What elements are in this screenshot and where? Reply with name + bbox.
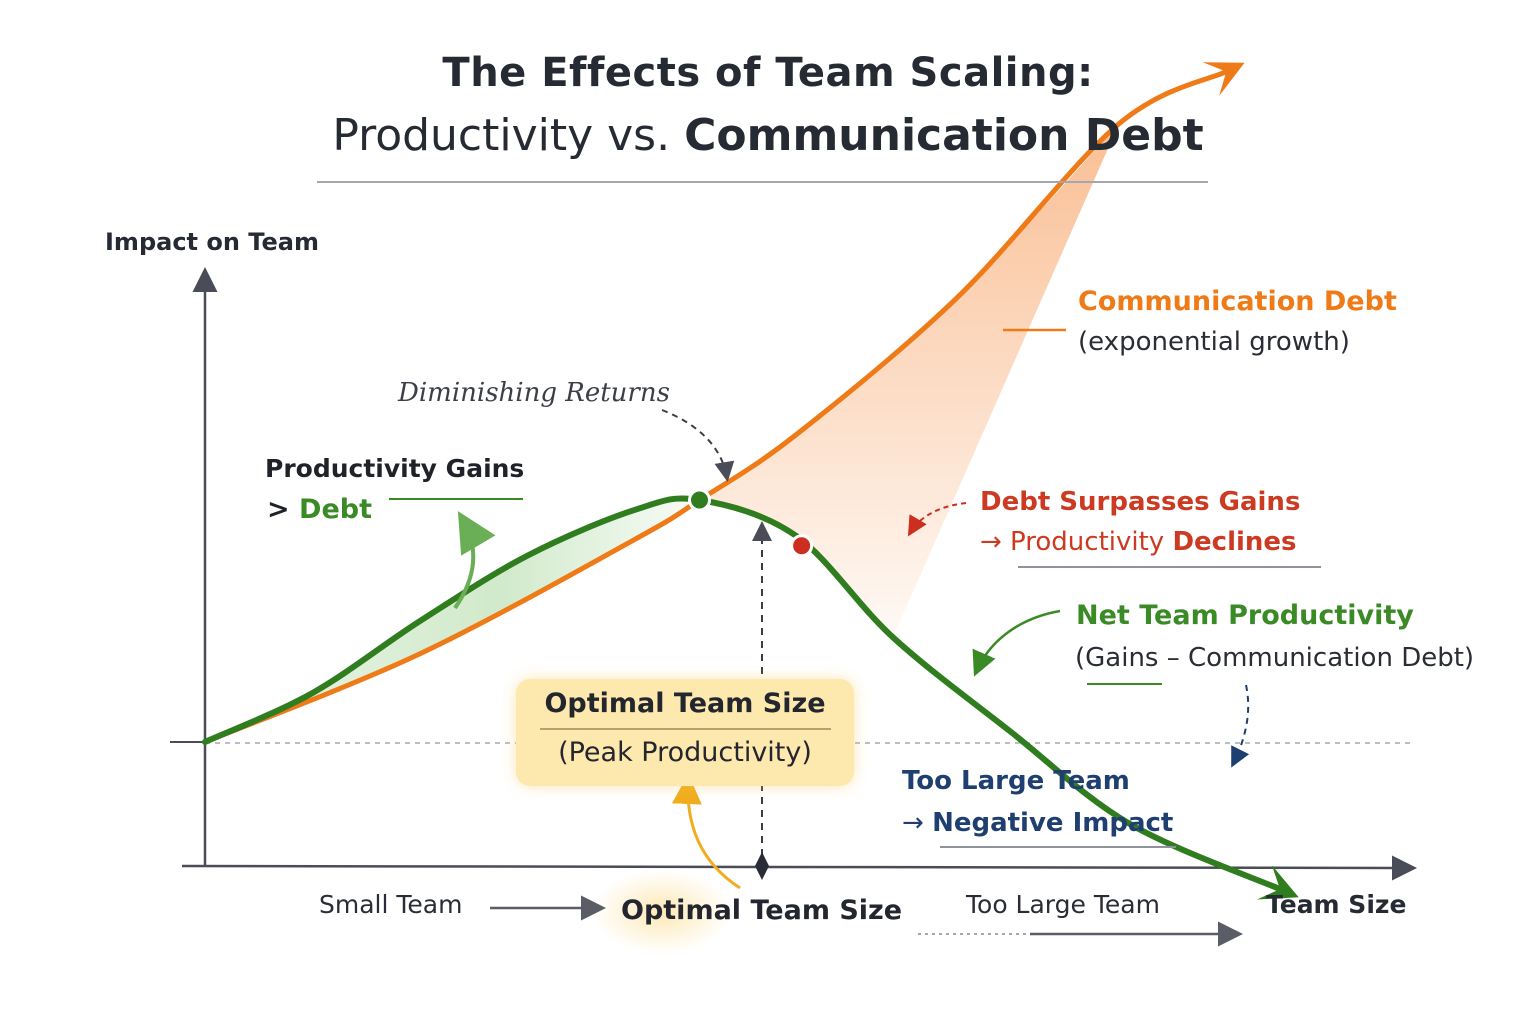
optimal-callout-title: Optimal Team Size [544, 688, 826, 719]
too-large-team-label: Too Large Team [902, 766, 1130, 796]
decline-marker [790, 534, 814, 558]
title-plain: Productivity vs. [332, 110, 685, 161]
debt-excess-area [699, 123, 1119, 638]
optimal-diamond-marker [755, 852, 769, 880]
x-axis [181, 855, 1417, 881]
negative-impact-label: → Negative Impact [902, 808, 1173, 838]
negative-impact-arrow-glyph: → [902, 808, 933, 838]
optimal-team-size-callout [516, 679, 854, 786]
diminishing-returns-arrow [661, 409, 735, 482]
productivity-declines-label: → Productivity Declines [980, 527, 1297, 557]
gt-sign: > [267, 494, 300, 525]
x-region-small-team: Small Team [319, 890, 463, 919]
net-productivity-arrowhead [1256, 865, 1299, 900]
optimal-callout-divider [540, 728, 831, 730]
optimal-callout-subtitle: (Peak Productivity) [558, 737, 812, 768]
communication-debt-legend: Communication Debt [1078, 286, 1397, 317]
productivity-gains-label: Productivity Gains [265, 454, 525, 483]
peak-marker [688, 488, 711, 512]
productivity-declines-prefix: → Productivity [980, 527, 1173, 557]
debt-word: Debt [299, 494, 372, 525]
negative-impact-word: Negative Impact [932, 808, 1174, 838]
communication-debt-sublabel: (exponential growth) [1078, 327, 1350, 357]
communication-debt-line [202, 69, 1229, 745]
title-bold: Communication Debt [684, 110, 1204, 161]
declines-word: Declines [1172, 527, 1297, 557]
productivity-gain-area [205, 500, 700, 742]
x-region-too-large-team: Too Large Team [966, 890, 1160, 919]
chart-title-line2: Productivity vs. Communication Debt [0, 110, 1536, 161]
title-underline [317, 181, 1208, 183]
net-productivity-blue-arrow [1231, 684, 1250, 768]
communication-debt-arrowhead [1202, 62, 1245, 96]
y-axis-label: Impact on Team [105, 228, 319, 256]
x-axis-label: Team Size [1266, 890, 1407, 919]
productivity-gains-debt-label: > Debt [267, 494, 372, 525]
optimal-glow [592, 870, 732, 954]
diminishing-returns-label: Diminishing Returns [398, 378, 670, 408]
net-productivity-arrow [972, 609, 1061, 677]
chart-title-line1: The Effects of Team Scaling: [442, 50, 1094, 96]
x-region-optimal-team-size: Optimal Team Size [621, 895, 903, 926]
net-productivity-line [202, 495, 1283, 893]
optimal-box-arrow [671, 774, 741, 890]
net-productivity-legend: Net Team Productivity [1076, 600, 1414, 631]
net-productivity-sublabel: (Gains – Communication Debt) [1075, 643, 1475, 673]
productivity-gains-arrow [453, 511, 496, 610]
debt-surpasses-label: Debt Surpasses Gains [980, 487, 1301, 517]
